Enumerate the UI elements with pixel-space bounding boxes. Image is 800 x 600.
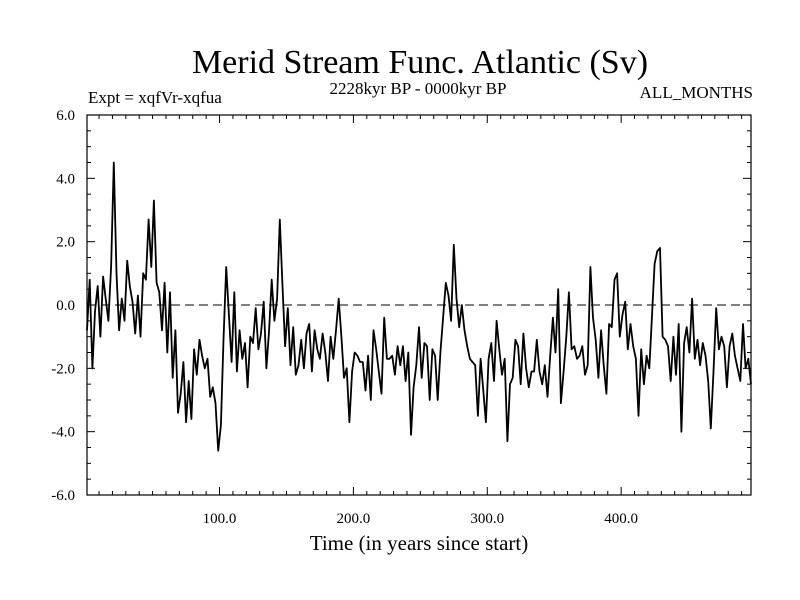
tick-marks: [87, 114, 751, 496]
y-tick-label: 2.0: [56, 235, 75, 251]
series-line: [86, 161, 752, 452]
y-tick-label: -4.0: [51, 425, 75, 441]
chart-title: Merid Stream Func. Atlantic (Sv): [192, 44, 648, 81]
x-tick-label: 400.0: [604, 511, 638, 527]
y-tick-label: 0.0: [56, 298, 75, 314]
y-tick-label: -6.0: [51, 488, 75, 504]
y-tick-label: -2.0: [51, 361, 75, 377]
y-tick-label: 6.0: [56, 108, 75, 124]
period-label: 2228kyr BP - 0000kyr BP: [330, 79, 507, 98]
season-label: ALL_MONTHS: [640, 83, 753, 102]
x-tick-label: 100.0: [203, 511, 237, 527]
tick-labels: -6.0 -4.0 -2.0 0.0 2.0 4.0 6.0 100.0 200.0 300.0 4…: [51, 108, 638, 527]
x-tick-label: 200.0: [337, 511, 371, 527]
x-axis-label: Time (in years since start): [310, 531, 529, 555]
x-tick-label: 300.0: [470, 511, 504, 527]
y-tick-label: 4.0: [56, 171, 75, 187]
plot-frame: [86, 114, 752, 496]
experiment-label: Expt = xqfVr-xqfua: [88, 88, 222, 107]
